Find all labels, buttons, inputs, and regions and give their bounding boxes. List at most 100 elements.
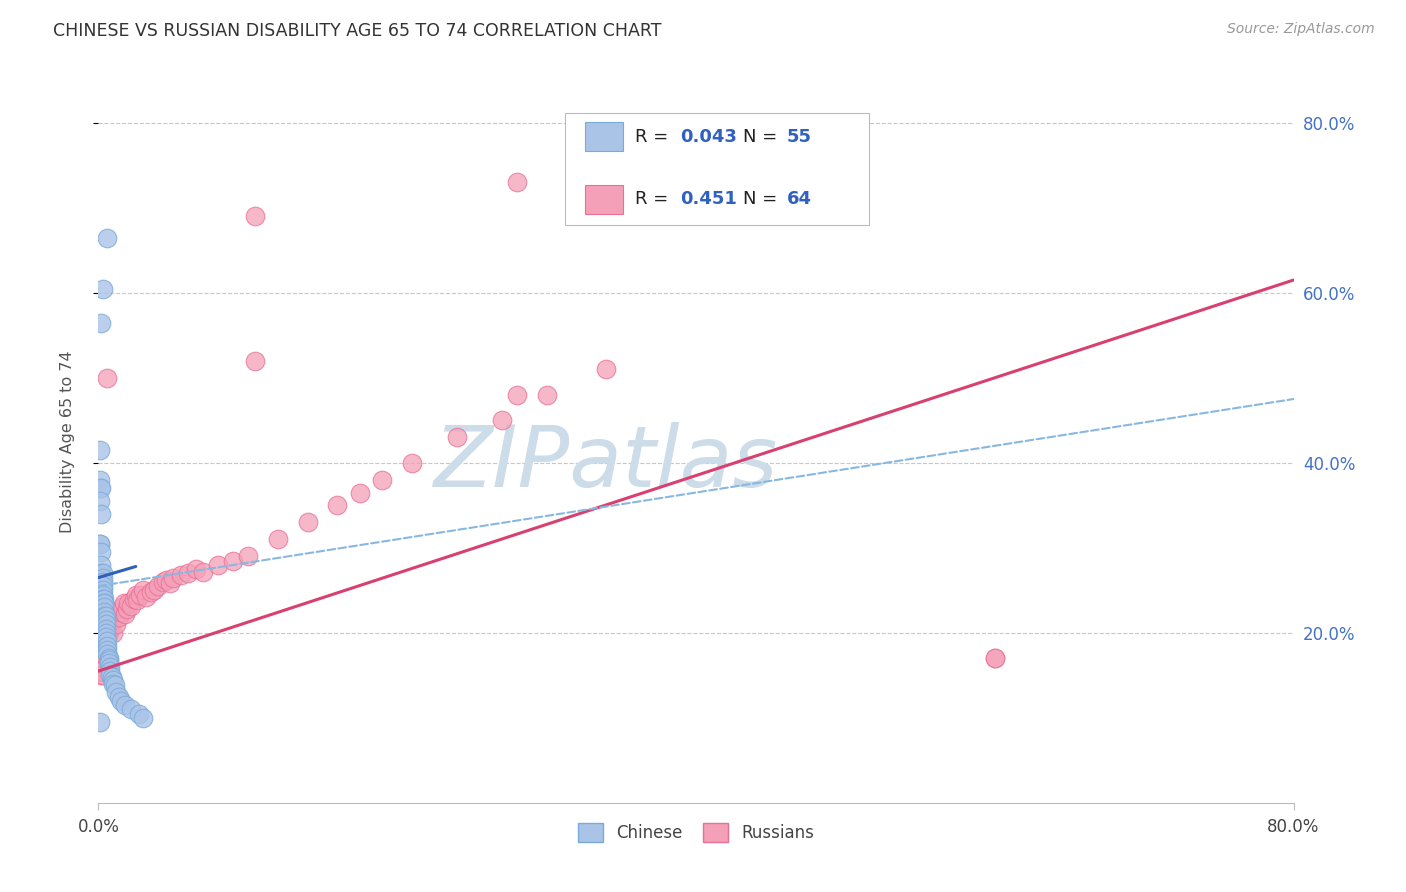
Point [155, 573, 177, 587]
FancyBboxPatch shape [585, 122, 623, 151]
Point [94, 608, 117, 623]
Point [96, 630, 118, 644]
Point [90, 507, 112, 521]
Point [89, 481, 111, 495]
Point [91, 647, 114, 661]
Point [297, 516, 319, 530]
Point [142, 583, 165, 598]
Point [90, 668, 112, 682]
Point [90, 558, 112, 572]
Y-axis label: Disability Age 65 to 74: Disability Age 65 to 74 [60, 351, 75, 533]
Point [120, 599, 142, 613]
Point [93, 605, 115, 619]
Text: 0.043: 0.043 [681, 128, 737, 145]
Point [103, 613, 125, 627]
Point [96, 371, 118, 385]
Text: N =: N = [742, 191, 783, 209]
Point [152, 574, 174, 589]
Point [159, 576, 181, 591]
Text: 55: 55 [787, 128, 811, 145]
Point [91, 570, 114, 584]
Point [236, 549, 259, 564]
Point [97, 613, 120, 627]
Point [177, 566, 200, 581]
Point [97, 651, 120, 665]
Point [105, 617, 128, 632]
Point [117, 596, 139, 610]
Point [94, 634, 117, 648]
Point [114, 698, 136, 712]
Point [89, 443, 111, 458]
Point [120, 702, 142, 716]
Point [91, 574, 114, 589]
Point [191, 565, 214, 579]
Point [506, 175, 529, 189]
Point [93, 596, 115, 610]
Point [104, 678, 127, 692]
Point [96, 634, 118, 648]
Point [89, 714, 111, 729]
Point [110, 694, 132, 708]
Point [114, 607, 136, 621]
Point [96, 647, 118, 661]
Point [89, 473, 111, 487]
Point [89, 536, 111, 550]
Text: 64: 64 [787, 191, 811, 209]
Point [222, 553, 245, 567]
Point [984, 651, 1007, 665]
Point [446, 430, 468, 444]
Point [89, 660, 111, 674]
Point [112, 596, 135, 610]
Point [110, 605, 132, 619]
Point [148, 579, 170, 593]
Point [595, 362, 617, 376]
Point [124, 591, 146, 606]
Point [491, 413, 513, 427]
Legend: Chinese, Russians: Chinese, Russians [571, 816, 821, 848]
Point [94, 625, 117, 640]
Point [91, 566, 114, 581]
Point [506, 388, 529, 402]
Point [207, 558, 229, 572]
Point [105, 685, 128, 699]
Point [103, 625, 125, 640]
Point [98, 622, 122, 636]
Point [101, 670, 124, 684]
Point [162, 570, 184, 584]
Point [139, 585, 162, 599]
Point [96, 617, 118, 632]
Point [91, 588, 114, 602]
Text: ZIPatlas: ZIPatlas [434, 422, 779, 505]
Text: CHINESE VS RUSSIAN DISABILITY AGE 65 TO 74 CORRELATION CHART: CHINESE VS RUSSIAN DISABILITY AGE 65 TO … [53, 22, 662, 40]
Point [90, 481, 112, 495]
Point [245, 353, 267, 368]
Point [107, 605, 129, 619]
Point [91, 579, 114, 593]
Point [128, 706, 150, 721]
Point [401, 456, 423, 470]
Point [96, 642, 118, 657]
Point [89, 651, 111, 665]
Point [89, 536, 111, 550]
Point [94, 642, 117, 657]
Point [90, 545, 112, 559]
Point [135, 590, 157, 604]
Point [132, 583, 155, 598]
FancyBboxPatch shape [585, 185, 623, 214]
Point [101, 613, 124, 627]
Point [98, 668, 122, 682]
Point [91, 583, 114, 598]
Point [98, 608, 122, 623]
Point [97, 625, 120, 640]
Point [108, 610, 131, 624]
Point [104, 608, 127, 623]
Point [132, 711, 155, 725]
Point [93, 647, 115, 661]
Point [97, 653, 120, 667]
Point [97, 656, 120, 670]
Point [326, 498, 349, 512]
Point [267, 533, 290, 547]
Point [94, 613, 117, 627]
Point [129, 588, 152, 602]
Point [125, 588, 148, 602]
